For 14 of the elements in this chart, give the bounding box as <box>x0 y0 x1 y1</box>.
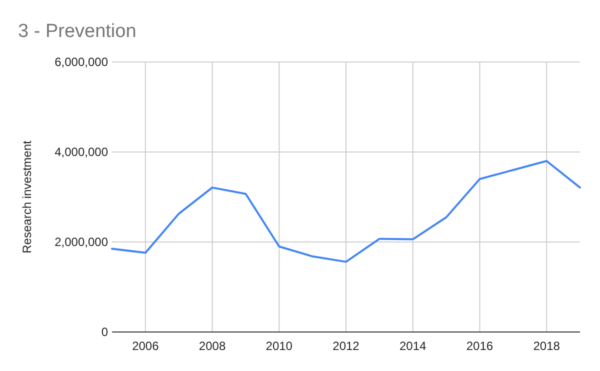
x-tick-label: 2014 <box>400 339 427 353</box>
y-tick-label: 0 <box>101 325 108 340</box>
line-series <box>111 160 581 263</box>
chart-title: 3 - Prevention <box>18 21 136 42</box>
y-axis-title: Research investment <box>20 140 34 254</box>
x-tick-label: 2016 <box>466 339 494 353</box>
x-tick-label: 2010 <box>266 339 293 353</box>
y-tick-label: 4,000,000 <box>54 145 108 160</box>
x-tick-label: 2006 <box>132 339 160 353</box>
x-tick-label: 2012 <box>332 339 360 353</box>
y-tick-label: 6,000,000 <box>54 55 108 70</box>
x-tick-label: 2008 <box>198 339 226 353</box>
x-tick-label: 2018 <box>533 339 560 353</box>
y-tick-label: 2,000,000 <box>54 235 108 250</box>
